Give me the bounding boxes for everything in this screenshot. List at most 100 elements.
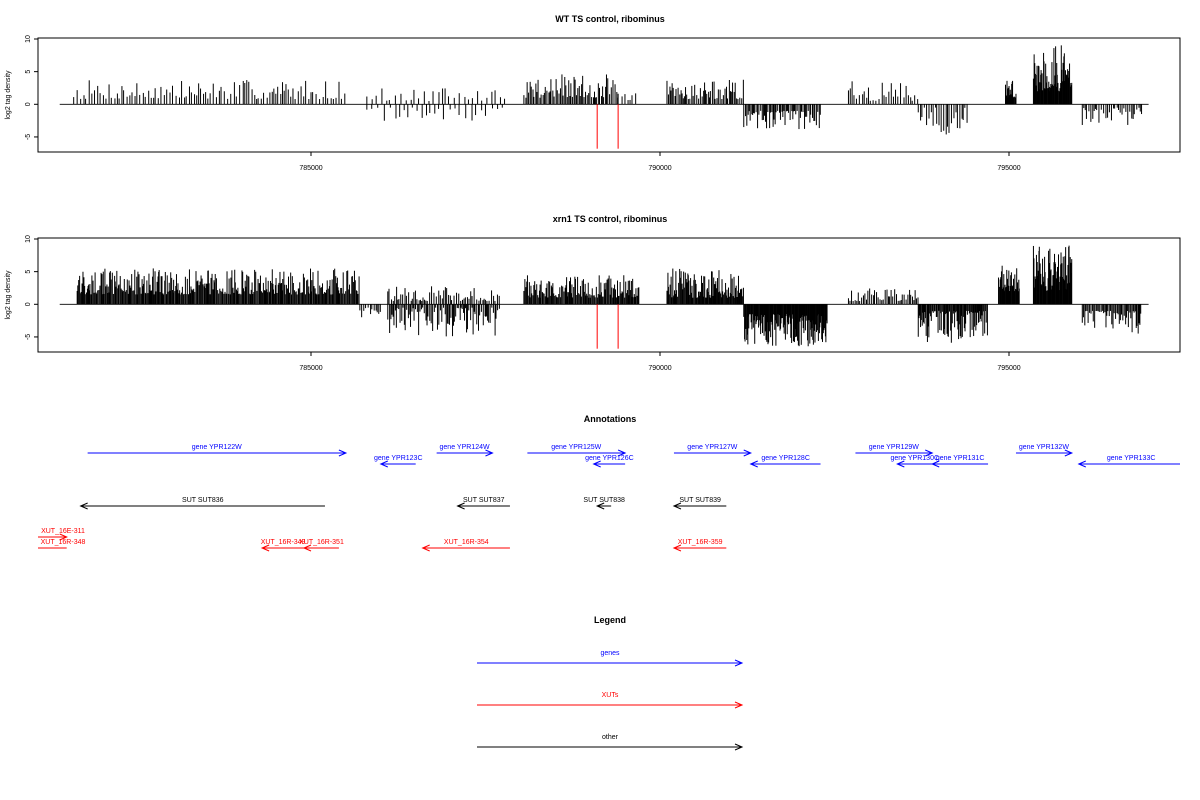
feature-label: gene YPR130C: [891, 455, 940, 462]
annotation-feature: SUT SUT839: [672, 497, 727, 510]
signal-region: [743, 304, 828, 347]
y-tick-label: 0: [25, 302, 32, 306]
plot-frame: [37, 237, 1181, 353]
feature-arrow-head: [79, 502, 88, 510]
annotation-feature: gene YPR130C: [891, 455, 940, 468]
x-tick-label: 785000: [299, 365, 322, 372]
feature-arrow-head: [485, 449, 494, 457]
signal-region: [743, 104, 821, 130]
feature-label: XUT_16R-359: [678, 539, 723, 546]
annotation-feature: gene YPR128C: [749, 455, 821, 468]
feature-label: gene YPR133C: [1107, 455, 1156, 462]
signal-region: [73, 80, 346, 105]
y-axis-label: log2 tag density: [5, 270, 12, 320]
annotation-feature: gene YPR126C: [585, 455, 634, 468]
feature-arrow-head: [749, 460, 758, 468]
y-tick-label: -5: [25, 334, 32, 340]
signal-region: [523, 74, 619, 105]
annotation-feature: SUT SUT838: [583, 497, 625, 510]
annotation-feature: XUT_16R-349: [260, 539, 306, 552]
plot-frame: [37, 37, 1181, 153]
x-tick-label: 790000: [648, 365, 671, 372]
signal-region: [76, 268, 360, 305]
annotation-feature: XUT_16R-354: [421, 539, 510, 552]
annotation-feature: gene YPR129W: [855, 444, 934, 457]
legend-item: XUTs: [477, 692, 744, 709]
feature-label: gene YPR124W: [440, 444, 490, 451]
legend-label: genes: [600, 650, 620, 657]
feature-label: XUT_16E-311: [41, 528, 85, 535]
legend-label: other: [602, 734, 619, 741]
feature-label: gene YPR132W: [1019, 444, 1069, 451]
feature-arrow-head: [1064, 449, 1074, 457]
signal-region: [387, 286, 500, 305]
annotation-feature: XUT_16R-348: [38, 539, 86, 549]
legend-label: XUTs: [602, 692, 619, 699]
signal-region: [847, 288, 919, 305]
feature-arrow-head: [925, 449, 934, 457]
signal-region: [847, 81, 919, 105]
feature-arrow-head: [456, 502, 465, 510]
x-tick-label: 785000: [299, 165, 322, 172]
signal-region: [366, 104, 503, 121]
feature-label: XUT_16R-354: [444, 539, 489, 546]
feature-arrow-head: [379, 460, 388, 468]
y-tick-label: 5: [25, 70, 32, 74]
y-tick-label: 10: [25, 35, 32, 43]
annotation-feature: gene YPR133C: [1077, 455, 1180, 468]
feature-label: gene YPR127W: [687, 444, 737, 451]
feature-label: gene YPR126C: [585, 455, 634, 462]
annotation-feature: gene YPR132W: [1015, 444, 1074, 457]
feature-label: XUT_16R-348: [41, 539, 86, 546]
annotation-feature: gene YPR124W: [436, 444, 494, 457]
feature-arrow-head: [592, 460, 601, 468]
signal-region: [1032, 245, 1073, 305]
signal-region: [366, 88, 506, 105]
y-tick-label: 10: [25, 235, 32, 243]
legend-arrow-head: [734, 701, 744, 709]
feature-arrow-head: [617, 449, 627, 457]
signal-region: [359, 304, 381, 318]
feature-arrow-head: [743, 449, 753, 457]
feature-label: SUT SUT837: [463, 497, 505, 504]
feature-arrow-head: [302, 544, 312, 552]
feature-arrow-head: [260, 544, 270, 552]
signal-region: [1081, 104, 1143, 125]
y-tick-label: 0: [25, 102, 32, 106]
track-panel-2: xrn1 TS control, ribominus log2 tag densi…: [5, 214, 1181, 372]
signal-region: [666, 268, 744, 305]
legend: Legend genes XUTs other: [477, 615, 744, 751]
panel-title: WT TS control, ribominus: [555, 14, 665, 24]
feature-label: gene YPR129W: [869, 444, 919, 451]
x-tick-label: 790000: [648, 165, 671, 172]
signal-region: [917, 104, 968, 135]
feature-label: gene YPR131C: [936, 455, 985, 462]
feature-label: XUT_16R-351: [299, 539, 344, 546]
feature-arrow-head: [672, 544, 682, 552]
panel-title: xrn1 TS control, ribominus: [553, 214, 668, 224]
feature-arrow-head: [896, 460, 905, 468]
signal-region: [666, 79, 744, 105]
legend-arrow-head: [734, 659, 744, 667]
y-axis-label: log2 tag density: [5, 70, 12, 120]
annotation-feature: XUT_16R-351: [299, 539, 344, 552]
y-tick-label: -5: [25, 134, 32, 140]
feature-label: SUT SUT839: [679, 497, 721, 504]
signal-region: [1081, 304, 1142, 334]
feature-label: gene YPR125W: [551, 444, 601, 451]
annotation-feature: gene YPR122W: [87, 444, 348, 457]
feature-label: gene YPR128C: [761, 455, 810, 462]
legend-item: genes: [477, 650, 744, 667]
x-tick-label: 795000: [997, 165, 1020, 172]
legend-arrow-head: [734, 743, 744, 751]
legend-title: Legend: [594, 615, 626, 625]
feature-label: SUT SUT836: [182, 497, 224, 504]
feature-arrow-head: [930, 460, 940, 468]
annotation-feature: SUT SUT836: [79, 497, 325, 510]
signal-region: [998, 265, 1020, 305]
x-tick-label: 795000: [997, 365, 1020, 372]
signal-region: [1005, 80, 1017, 105]
annotation-feature: gene YPR127W: [673, 444, 753, 457]
signal-region: [617, 93, 637, 105]
